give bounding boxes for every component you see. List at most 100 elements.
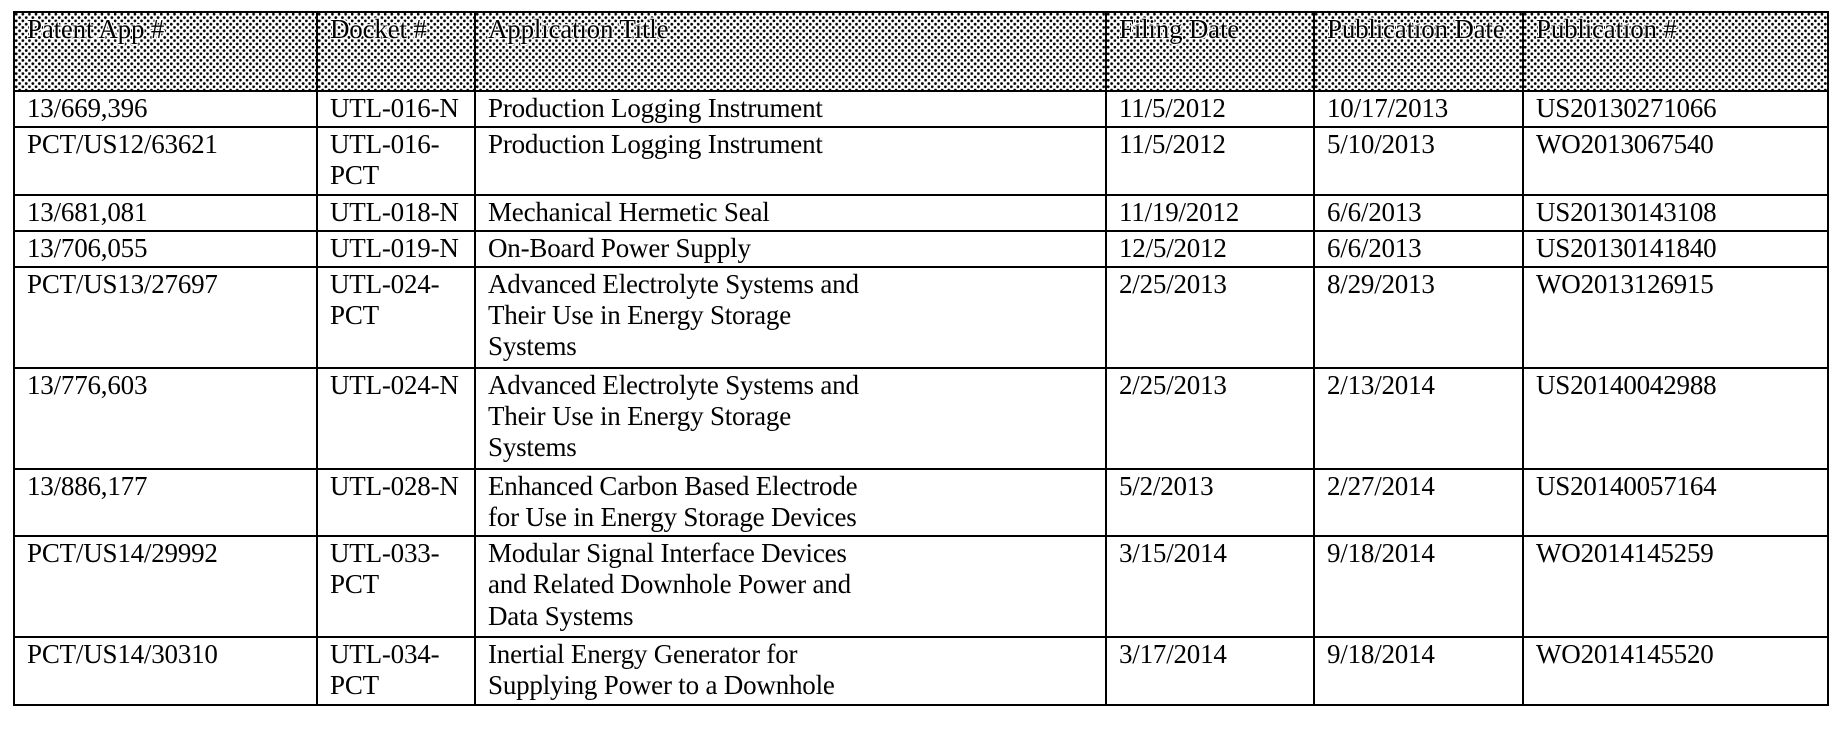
table-body: 13/669,396 UTL-016-N Production Logging In… [14,91,1828,705]
cell-text: PCT/US14/29992 [27,538,306,569]
cell-filing_date: 3/15/2014 [1106,536,1314,637]
cell-text: UTL-028-N [330,471,464,502]
cell-publication_no: WO2013126915 [1523,267,1828,368]
cell-application_title: Enhanced Carbon Based Electrode for Use … [475,469,1106,536]
cell-publication_no: US20130271066 [1523,91,1828,127]
column-header-label: Application Title [488,14,668,44]
cell-text: Advanced Electrolyte Systems and Their U… [488,370,1095,464]
cell-text: 8/29/2013 [1327,269,1512,300]
cell-text: Inertial Energy Generator for Supplying … [488,639,1095,701]
cell-application_title: Production Logging Instrument [475,91,1106,127]
cell-filing_date: 2/25/2013 [1106,368,1314,469]
cell-text: 13/669,396 [27,93,306,124]
cell-publication_date: 6/6/2013 [1314,231,1523,267]
cell-text: WO2014145259 [1536,538,1817,569]
cell-filing_date: 12/5/2012 [1106,231,1314,267]
cell-text: 3/17/2014 [1119,639,1303,670]
cell-publication_date: 2/27/2014 [1314,469,1523,536]
cell-text: 11/5/2012 [1119,129,1303,160]
column-header-publication-no: Publication # [1523,12,1828,91]
cell-text: 5/2/2013 [1119,471,1303,502]
table-row: PCT/US13/27697UTL-024-PCTAdvanced Electr… [14,267,1828,368]
cell-filing_date: 11/5/2012 [1106,91,1314,127]
cell-text: UTL-033-PCT [330,538,464,600]
cell-text: UTL-016-N [330,93,464,124]
cell-text: 9/18/2014 [1327,538,1512,569]
cell-patent_app_no: 13/669,396 [14,91,317,127]
column-header-docket-no: Docket # [317,12,475,91]
cell-application_title: Inertial Energy Generator for Supplying … [475,637,1106,704]
cell-docket_no: UTL-024-N [317,368,475,469]
cell-publication_date: 10/17/2013 [1314,91,1523,127]
cell-text: WO2013126915 [1536,269,1817,300]
cell-docket_no: UTL-033-PCT [317,536,475,637]
table-row: PCT/US14/30310 UTL-034-PCT Inertial Energy… [14,637,1828,704]
cell-patent_app_no: PCT/US13/27697 [14,267,317,368]
cell-text: 3/15/2014 [1119,538,1303,569]
column-header-filing-date: Filing Date [1106,12,1314,91]
cell-filing_date: 11/5/2012 [1106,127,1314,194]
table-row: 13/669,396 UTL-016-N Production Logging In… [14,91,1828,127]
cell-publication_no: WO2014145520 [1523,637,1828,704]
cell-text: 5/10/2013 [1327,129,1512,160]
document-page: Patent App # Docket # Application Title … [0,0,1843,748]
cell-text: 2/27/2014 [1327,471,1512,502]
table-header: Patent App # Docket # Application Title … [14,12,1828,91]
cell-text: US20140057164 [1536,471,1817,502]
cell-text: US20130141840 [1536,233,1817,264]
cell-text: 9/18/2014 [1327,639,1512,670]
column-header-publication-date: Publication Date [1314,12,1523,91]
cell-filing_date: 3/17/2014 [1106,637,1314,704]
column-header-label: Publication # [1536,14,1677,44]
cell-docket_no: UTL-016-PCT [317,127,475,194]
cell-publication_no: US20130141840 [1523,231,1828,267]
cell-text: 2/13/2014 [1327,370,1512,401]
cell-application_title: Modular Signal Interface Devices and Rel… [475,536,1106,637]
cell-text: UTL-018-N [330,197,464,228]
header-row: Patent App # Docket # Application Title … [14,12,1828,91]
table-row: 13/886,177 UTL-028-N Enhanced Carbon Based… [14,469,1828,536]
cell-application_title: Advanced Electrolyte Systems and Their U… [475,267,1106,368]
cell-publication_date: 5/10/2013 [1314,127,1523,194]
cell-text: 6/6/2013 [1327,233,1512,264]
cell-publication_no: US20140042988 [1523,368,1828,469]
cell-text: Production Logging Instrument [488,93,1095,124]
cell-publication_no: WO2014145259 [1523,536,1828,637]
cell-patent_app_no: 13/681,081 [14,195,317,231]
patent-applications-table: Patent App # Docket # Application Title … [13,11,1829,706]
table-row: 13/681,081 UTL-018-N Mechanical Hermetic S… [14,195,1828,231]
table-row: PCT/US14/29992 UTL-033-PCT Modular Signal … [14,536,1828,637]
cell-text: Production Logging Instrument [488,129,1095,160]
cell-text: US20130271066 [1536,93,1817,124]
column-header-label: Docket # [330,14,427,44]
cell-publication_no: US20140057164 [1523,469,1828,536]
cell-application_title: Mechanical Hermetic Seal [475,195,1106,231]
cell-docket_no: UTL-028-N [317,469,475,536]
cell-publication_date: 6/6/2013 [1314,195,1523,231]
cell-text: US20140042988 [1536,370,1817,401]
cell-text: 13/776,603 [27,370,306,401]
cell-publication_date: 2/13/2014 [1314,368,1523,469]
cell-text: 13/681,081 [27,197,306,228]
cell-patent_app_no: PCT/US14/30310 [14,637,317,704]
cell-publication_no: US20130143108 [1523,195,1828,231]
cell-text: 13/886,177 [27,471,306,502]
cell-text: PCT/US12/63621 [27,129,306,160]
cell-text: UTL-024-PCT [330,269,464,331]
cell-filing_date: 11/19/2012 [1106,195,1314,231]
cell-docket_no: UTL-018-N [317,195,475,231]
cell-text: UTL-019-N [330,233,464,264]
cell-application_title: Production Logging Instrument [475,127,1106,194]
column-header-label: Publication Date [1327,14,1505,44]
cell-patent_app_no: PCT/US14/29992 [14,536,317,637]
cell-text: Modular Signal Interface Devices and Rel… [488,538,1095,632]
cell-docket_no: UTL-034-PCT [317,637,475,704]
cell-text: UTL-024-N [330,370,464,401]
cell-text: UTL-034-PCT [330,639,464,701]
cell-text: UTL-016-PCT [330,129,464,191]
cell-text: 10/17/2013 [1327,93,1512,124]
cell-text: PCT/US14/30310 [27,639,306,670]
cell-text: 6/6/2013 [1327,197,1512,228]
cell-docket_no: UTL-019-N [317,231,475,267]
table-row: 13/706,055UTL-019-NOn-Board Power Supply… [14,231,1828,267]
